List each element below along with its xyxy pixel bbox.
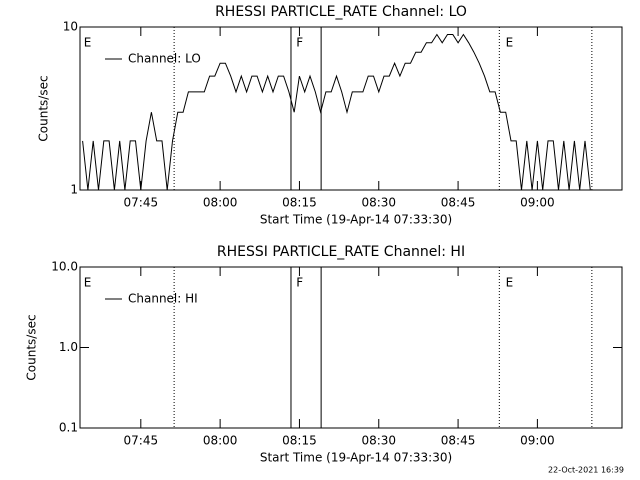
y-axis-label: Counts/sec bbox=[25, 314, 39, 380]
y-tick-label: 0.1 bbox=[59, 421, 78, 435]
marker-label: F bbox=[296, 276, 303, 290]
x-axis-label: Start Time (19-Apr-14 07:33:30) bbox=[260, 213, 452, 227]
x-axis-label: Start Time (19-Apr-14 07:33:30) bbox=[260, 451, 452, 465]
y-tick-label: 1 bbox=[70, 183, 78, 197]
marker-label: E bbox=[506, 36, 514, 50]
x-tick-label: 08:15 bbox=[282, 196, 317, 210]
chart-title: RHESSI PARTICLE_RATE Channel: HI bbox=[217, 244, 465, 260]
marker-label: E bbox=[84, 36, 92, 50]
chart-title: RHESSI PARTICLE_RATE Channel: LO bbox=[215, 4, 467, 20]
y-tick-label: 10.0 bbox=[51, 260, 78, 274]
x-tick-label: 08:00 bbox=[203, 196, 238, 210]
x-tick-label: 09:00 bbox=[520, 196, 555, 210]
legend-label: Channel: HI bbox=[128, 292, 198, 306]
plot-frame bbox=[79, 26, 623, 191]
footer: 22-Oct-2021 16:39 bbox=[548, 466, 624, 475]
data-line bbox=[82, 33, 591, 191]
x-tick-label: 08:30 bbox=[361, 196, 396, 210]
x-tick-label: 08:15 bbox=[282, 434, 317, 448]
y-tick-label: 1.0 bbox=[59, 340, 78, 354]
x-tick-label: 08:45 bbox=[441, 196, 476, 210]
marker-label: F bbox=[296, 36, 303, 50]
y-tick-label: 10 bbox=[63, 20, 78, 34]
x-tick-label: 09:00 bbox=[520, 434, 555, 448]
x-tick-label: 08:45 bbox=[441, 434, 476, 448]
y-axis-label: Counts/sec bbox=[37, 75, 51, 141]
x-tick-label: 07:45 bbox=[124, 434, 159, 448]
x-tick-label: 07:45 bbox=[124, 196, 159, 210]
x-tick-label: 08:00 bbox=[203, 434, 238, 448]
x-tick-label: 08:30 bbox=[361, 434, 396, 448]
legend-label: Channel: LO bbox=[128, 52, 201, 66]
marker-label: E bbox=[84, 276, 92, 290]
marker-label: E bbox=[506, 276, 514, 290]
